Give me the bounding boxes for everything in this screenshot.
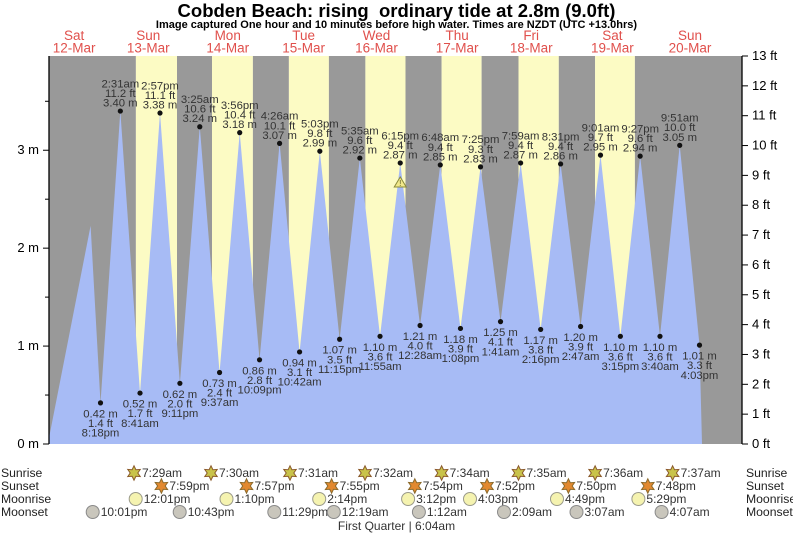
svg-text:Moonset: Moonset [746,505,793,519]
svg-text:!: ! [399,179,401,188]
svg-text:1:41am: 1:41am [482,346,520,358]
svg-text:10 ft: 10 ft [752,138,778,153]
svg-text:3 ft: 3 ft [752,346,770,361]
svg-text:11:29pm: 11:29pm [282,505,328,519]
svg-text:7:59pm: 7:59pm [169,479,209,493]
svg-text:2 ft: 2 ft [752,376,770,391]
svg-text:7:34am: 7:34am [450,466,490,480]
svg-text:1:12am: 1:12am [427,505,467,519]
svg-text:3:15pm: 3:15pm [602,361,640,373]
svg-text:12-Mar: 12-Mar [53,41,96,56]
svg-text:11 ft: 11 ft [752,108,777,123]
svg-text:3.07 m: 3.07 m [262,130,297,142]
svg-text:3:07am: 3:07am [585,505,625,519]
svg-text:11:55am: 11:55am [358,361,401,373]
svg-text:Sunset: Sunset [746,479,785,493]
svg-text:Moonrise: Moonrise [746,492,793,506]
svg-text:3 m: 3 m [17,142,39,157]
svg-text:7:36am: 7:36am [603,466,643,480]
svg-text:20-Mar: 20-Mar [669,41,712,56]
svg-text:2:14pm: 2:14pm [327,492,367,506]
svg-text:Sunset: Sunset [1,479,40,493]
svg-text:7:52pm: 7:52pm [495,479,535,493]
svg-text:Sunrise: Sunrise [1,466,43,480]
svg-text:3.24 m: 3.24 m [183,113,218,125]
svg-text:13 ft: 13 ft [752,48,778,63]
svg-text:3:40am: 3:40am [641,361,679,373]
svg-text:4 ft: 4 ft [752,317,770,332]
svg-text:10:43pm: 10:43pm [188,505,235,519]
svg-text:8:41am: 8:41am [121,418,159,430]
svg-text:16-Mar: 16-Mar [355,41,398,56]
svg-text:6 ft: 6 ft [752,257,770,272]
svg-text:2.95 m: 2.95 m [583,142,618,154]
svg-text:2.83 m: 2.83 m [463,153,498,165]
svg-text:9:11pm: 9:11pm [161,408,198,420]
svg-text:15-Mar: 15-Mar [282,41,325,56]
svg-text:2.85 m: 2.85 m [423,151,458,163]
svg-text:Moonset: Moonset [1,505,48,519]
svg-text:0 m: 0 m [17,436,39,451]
svg-text:2.87 m: 2.87 m [503,149,538,161]
svg-text:2:47am: 2:47am [562,351,600,363]
svg-text:7:57pm: 7:57pm [255,479,295,493]
svg-text:1 m: 1 m [17,338,39,353]
svg-text:1 ft: 1 ft [752,406,770,421]
svg-text:4:03pm: 4:03pm [681,370,719,382]
svg-text:1:10pm: 1:10pm [235,492,275,506]
svg-text:13-Mar: 13-Mar [127,41,170,56]
svg-text:9:37am: 9:37am [201,397,239,409]
svg-text:Sunrise: Sunrise [746,466,788,480]
svg-text:10:09pm: 10:09pm [238,384,282,396]
svg-text:4:49pm: 4:49pm [565,492,605,506]
svg-text:First Quarter | 6:04am: First Quarter | 6:04am [338,519,455,533]
svg-text:7:37am: 7:37am [681,466,721,480]
svg-text:2:09am: 2:09am [512,505,552,519]
svg-text:7:29am: 7:29am [142,466,182,480]
svg-text:7:35am: 7:35am [527,466,567,480]
svg-text:7:54pm: 7:54pm [423,479,463,493]
svg-text:4:03pm: 4:03pm [478,492,518,506]
svg-text:19-Mar: 19-Mar [591,41,634,56]
svg-text:3.05 m: 3.05 m [662,132,697,144]
svg-text:7:48pm: 7:48pm [656,479,696,493]
svg-text:12:01pm: 12:01pm [144,492,191,506]
svg-text:3.18 m: 3.18 m [222,119,257,131]
svg-text:2.92 m: 2.92 m [343,145,378,157]
svg-text:2.99 m: 2.99 m [303,138,338,150]
svg-text:7:55pm: 7:55pm [340,479,380,493]
svg-text:17-Mar: 17-Mar [436,41,479,56]
svg-text:7:30am: 7:30am [219,466,259,480]
svg-text:3.38 m: 3.38 m [143,100,178,112]
svg-text:7:50pm: 7:50pm [576,479,616,493]
svg-text:12 ft: 12 ft [752,78,778,93]
svg-text:14-Mar: 14-Mar [206,41,249,56]
svg-text:10:01pm: 10:01pm [101,505,148,519]
svg-text:10:42am: 10:42am [278,377,322,389]
svg-text:Moonrise: Moonrise [1,492,51,506]
svg-text:7 ft: 7 ft [752,227,770,242]
svg-text:1:08pm: 1:08pm [442,353,480,365]
svg-text:18-Mar: 18-Mar [510,41,553,56]
svg-text:12:28am: 12:28am [398,350,442,362]
svg-text:3:12pm: 3:12pm [416,492,456,506]
svg-text:12:19am: 12:19am [342,505,389,519]
svg-text:5 ft: 5 ft [752,287,770,302]
svg-text:8:18pm: 8:18pm [82,428,120,440]
svg-text:7:31am: 7:31am [298,466,338,480]
svg-text:2.94 m: 2.94 m [623,143,658,155]
svg-text:3.40 m: 3.40 m [103,98,138,110]
svg-text:9 ft: 9 ft [752,167,770,182]
svg-text:4:07am: 4:07am [670,505,710,519]
svg-text:2.86 m: 2.86 m [543,150,578,162]
svg-text:8 ft: 8 ft [752,197,770,212]
svg-text:2:16pm: 2:16pm [522,354,560,366]
svg-text:7:32am: 7:32am [373,466,413,480]
svg-text:11:15pm: 11:15pm [318,364,361,376]
svg-text:2 m: 2 m [17,240,39,255]
svg-text:0 ft: 0 ft [752,436,770,451]
svg-text:5:29pm: 5:29pm [646,492,686,506]
svg-text:2.87 m: 2.87 m [383,149,418,161]
